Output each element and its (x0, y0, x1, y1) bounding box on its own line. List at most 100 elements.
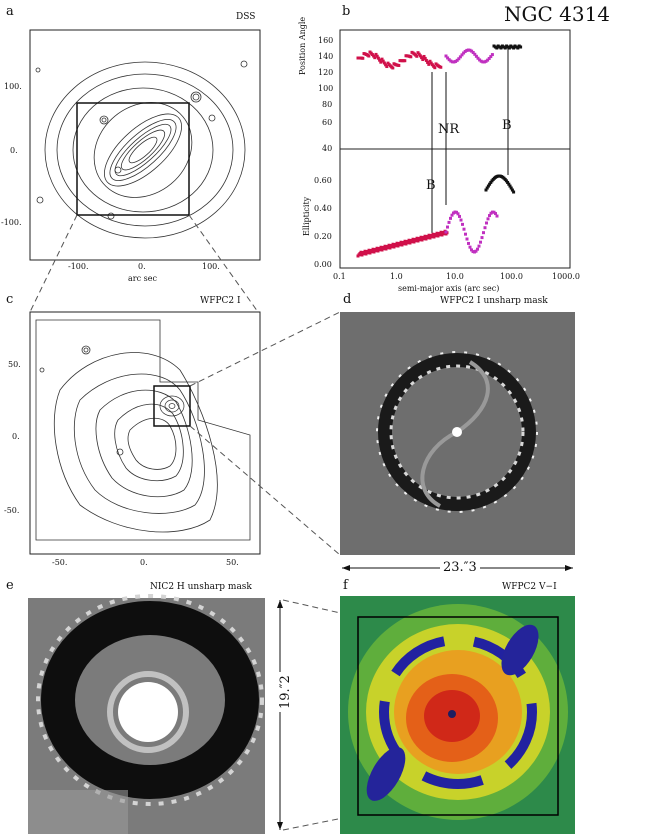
profile-point (458, 55, 462, 59)
profile-point (373, 56, 377, 60)
profile-point (439, 230, 443, 234)
profile-point (482, 231, 485, 235)
panel-c-contours (35, 319, 251, 541)
profile-point (476, 247, 479, 251)
profile-point (381, 59, 385, 63)
panel-f-features (348, 604, 568, 820)
profile-point (447, 58, 451, 62)
ellipticity-points (356, 174, 516, 258)
b-xtick: 1.0 (390, 272, 403, 281)
profile-point (471, 51, 475, 55)
annotation-bar: B (426, 178, 436, 193)
profile-point (427, 233, 431, 237)
profile-point (486, 217, 490, 221)
ell-tick: 0.40 (314, 204, 332, 213)
profile-point (482, 60, 486, 64)
ell-tick: 0.60 (314, 176, 332, 185)
profile-point (508, 184, 512, 188)
panel-f-nic-box (357, 616, 559, 816)
profile-point (487, 56, 491, 60)
profile-point (488, 214, 491, 218)
profile-point (477, 244, 481, 248)
profile-point (430, 63, 434, 67)
profile-point (454, 59, 458, 63)
profile-point (403, 59, 407, 63)
profile-point (403, 239, 407, 243)
profile-point (506, 180, 510, 184)
panel-e-letter: e (6, 578, 14, 593)
panel-c-letter: c (6, 292, 14, 307)
profile-point (423, 234, 427, 238)
profile-point (382, 61, 386, 65)
profile-point (465, 237, 469, 241)
profile-point (456, 212, 460, 216)
panel-f-label: WFPC2 V−I (502, 582, 557, 592)
c-ytick: 50. (8, 360, 21, 369)
ell-tick: 0.20 (314, 232, 332, 241)
profile-point (465, 48, 469, 52)
profile-point (450, 213, 454, 217)
profile-point (423, 56, 427, 60)
profile-point (478, 58, 482, 62)
b-xtick: 0.1 (333, 272, 346, 281)
profile-point (446, 56, 450, 60)
profile-point (516, 46, 520, 50)
profile-point (468, 245, 472, 249)
profile-point (449, 216, 452, 220)
profile-point (439, 65, 443, 69)
profile-point (385, 65, 389, 69)
profile-point (383, 244, 387, 248)
profile-point (503, 46, 507, 50)
profile-point (367, 248, 371, 252)
profile-point (416, 51, 420, 55)
profile-point (409, 55, 413, 59)
a-ytick: -100. (1, 218, 22, 227)
profile-point (468, 48, 472, 52)
profile-point (488, 182, 492, 186)
profile-point (495, 46, 499, 50)
zoom-connector-cd-top (189, 311, 341, 387)
profile-point (499, 46, 503, 50)
profile-point (420, 56, 424, 60)
profile-point (476, 56, 480, 60)
profile-point (479, 240, 482, 244)
profile-point (462, 51, 466, 55)
pa-tick: 40 (322, 144, 333, 153)
profile-point (415, 54, 419, 58)
position-angle-points (356, 44, 523, 70)
profile-point (474, 249, 478, 253)
profile-point (391, 242, 395, 246)
profile-point (446, 225, 449, 229)
pa-tick: 160 (318, 36, 334, 45)
panel-a-contours (35, 60, 248, 239)
profile-point (489, 55, 493, 59)
c-xtick: 50. (226, 558, 239, 567)
zoom-connector-left (29, 214, 78, 313)
profile-point (367, 54, 371, 58)
profile-point (426, 60, 430, 64)
c-ytick: -50. (4, 506, 20, 515)
panel-a-label: DSS (236, 12, 256, 22)
panel-c-frame (29, 311, 261, 555)
profile-point (419, 235, 423, 239)
pa-tick: 60 (322, 118, 333, 127)
profile-point (483, 226, 487, 230)
profile-point (372, 54, 376, 58)
pa-tick: 80 (322, 100, 333, 109)
profile-point (494, 212, 497, 216)
profile-point (486, 184, 490, 188)
profile-point (375, 54, 379, 58)
profile-point (397, 63, 401, 67)
profile-point (474, 54, 478, 58)
profile-point (379, 60, 383, 64)
a-xlabel: arc sec (128, 274, 157, 283)
zoom-connector-cd-bottom (189, 425, 341, 556)
profile-point (510, 188, 514, 192)
profile-point (375, 246, 379, 250)
profile-point (481, 60, 485, 64)
b-xtick: 100.0 (500, 272, 523, 281)
c-xtick: 0. (140, 558, 148, 567)
profile-point (509, 186, 513, 190)
panel-a-zoom-box (76, 102, 190, 216)
profile-point (486, 58, 490, 62)
